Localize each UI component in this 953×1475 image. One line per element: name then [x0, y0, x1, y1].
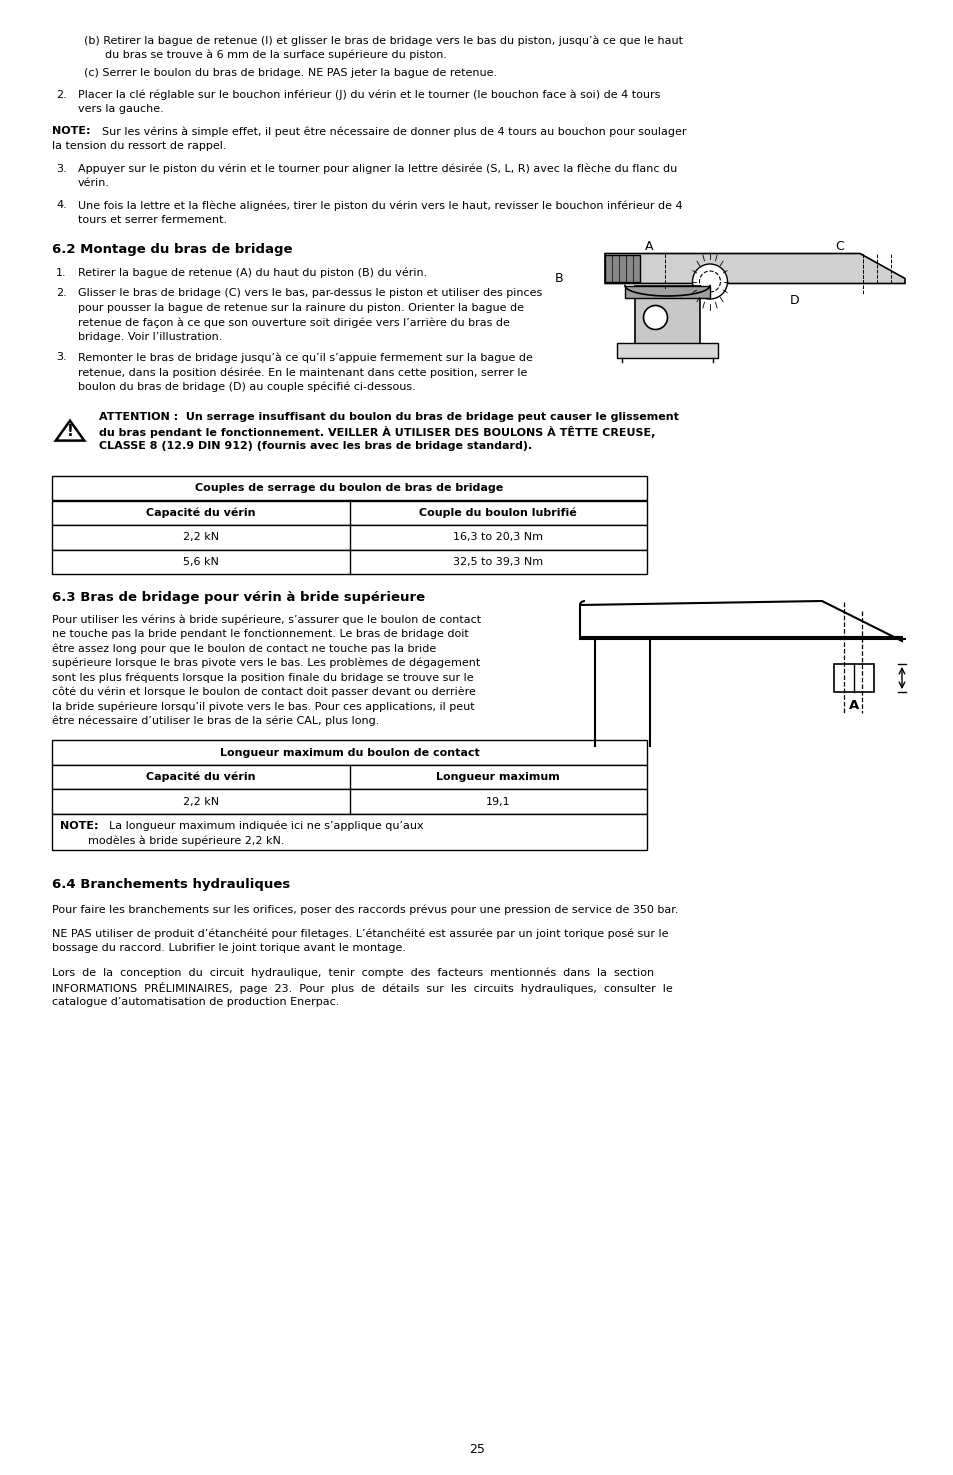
Text: retenue de façon à ce que son ouverture soit dirigée vers l’arrière du bras de: retenue de façon à ce que son ouverture … — [78, 317, 509, 327]
Bar — [52, 740, 646, 766]
Text: NE PAS utiliser de produit d’étanchéité pour filetages. L’étanchéité est assurée: NE PAS utiliser de produit d’étanchéité … — [52, 929, 668, 940]
Bar — [52, 550, 646, 574]
Text: 5,6 kN: 5,6 kN — [183, 556, 218, 566]
Text: Placer la clé réglable sur le bouchon inférieur (J) du vérin et le tourner (le b: Placer la clé réglable sur le bouchon in… — [78, 90, 659, 100]
Polygon shape — [55, 420, 84, 441]
Text: 2.: 2. — [56, 90, 67, 99]
Bar — [52, 766, 646, 789]
Text: modèles à bride supérieure 2,2 kN.: modèles à bride supérieure 2,2 kN. — [88, 835, 284, 847]
Text: Longueur maximum du boulon de contact: Longueur maximum du boulon de contact — [219, 748, 478, 758]
Text: pour pousser la bague de retenue sur la rainure du piston. Orienter la bague de: pour pousser la bague de retenue sur la … — [78, 302, 523, 313]
Polygon shape — [604, 254, 904, 283]
Polygon shape — [579, 600, 901, 642]
Text: vers la gauche.: vers la gauche. — [78, 105, 164, 114]
Bar — [52, 814, 646, 850]
Text: NOTE:: NOTE: — [52, 127, 91, 137]
Bar — [52, 500, 646, 525]
Text: la bride supérieure lorsqu’il pivote vers le bas. Pour ces applications, il peut: la bride supérieure lorsqu’il pivote ver… — [52, 702, 475, 712]
Text: du bras se trouve à 6 mm de la surface supérieure du piston.: du bras se trouve à 6 mm de la surface s… — [105, 50, 447, 60]
Text: bridage. Voir l’illustration.: bridage. Voir l’illustration. — [78, 332, 222, 342]
Text: la tension du ressort de rappel.: la tension du ressort de rappel. — [52, 142, 226, 150]
Text: retenue, dans la position désirée. En le maintenant dans cette position, serrer : retenue, dans la position désirée. En le… — [78, 367, 527, 378]
Bar — [635, 286, 700, 344]
Text: 6.4 Branchements hydrauliques: 6.4 Branchements hydrauliques — [52, 878, 290, 891]
Text: Couples de serrage du boulon de bras de bridage: Couples de serrage du boulon de bras de … — [195, 484, 503, 493]
Circle shape — [692, 264, 727, 299]
Text: D: D — [789, 294, 799, 307]
Text: être nécessaire d’utiliser le bras de la série CAL, plus long.: être nécessaire d’utiliser le bras de la… — [52, 715, 379, 727]
Text: La longueur maximum indiquée ici ne s’applique qu’aux: La longueur maximum indiquée ici ne s’ap… — [109, 822, 423, 832]
Text: Longueur maximum: Longueur maximum — [436, 773, 559, 782]
Text: boulon du bras de bridage (D) au couple spécifié ci-dessous.: boulon du bras de bridage (D) au couple … — [78, 382, 416, 392]
Text: 2.: 2. — [56, 289, 67, 298]
Text: (b) Retirer la bague de retenue (l) et glisser le bras de bridage vers le bas du: (b) Retirer la bague de retenue (l) et g… — [84, 35, 682, 46]
Text: vérin.: vérin. — [78, 178, 110, 187]
Text: Lors  de  la  conception  du  circuit  hydraulique,  tenir  compte  des  facteur: Lors de la conception du circuit hydraul… — [52, 968, 654, 978]
Text: 1.: 1. — [56, 268, 67, 277]
Text: CLASSE 8 (12.9 DIN 912) (fournis avec les bras de bridage standard).: CLASSE 8 (12.9 DIN 912) (fournis avec le… — [99, 441, 532, 451]
Text: bossage du raccord. Lubrifier le joint torique avant le montage.: bossage du raccord. Lubrifier le joint t… — [52, 944, 406, 953]
Text: Capacité du vérin: Capacité du vérin — [146, 507, 255, 518]
Text: supérieure lorsque le bras pivote vers le bas. Les problèmes de dégagement: supérieure lorsque le bras pivote vers l… — [52, 658, 479, 668]
Text: (c) Serrer le boulon du bras de bridage. NE PAS jeter la bague de retenue.: (c) Serrer le boulon du bras de bridage.… — [84, 68, 497, 78]
Text: côté du vérin et lorsque le boulon de contact doit passer devant ou derrière: côté du vérin et lorsque le boulon de co… — [52, 687, 476, 698]
Text: ATTENTION :  Un serrage insuffisant du boulon du bras de bridage peut causer le : ATTENTION : Un serrage insuffisant du bo… — [99, 412, 679, 422]
Text: 3.: 3. — [56, 164, 67, 174]
Text: 25: 25 — [469, 1443, 484, 1456]
Circle shape — [643, 305, 667, 329]
Text: Couple du boulon lubrifié: Couple du boulon lubrifié — [419, 507, 577, 518]
Text: catalogue d’automatisation de production Enerpac.: catalogue d’automatisation de production… — [52, 997, 339, 1007]
Bar — [833, 664, 873, 692]
Text: Sur les vérins à simple effet, il peut être nécessaire de donner plus de 4 tours: Sur les vérins à simple effet, il peut ê… — [102, 127, 686, 137]
Circle shape — [699, 271, 720, 292]
Bar — [52, 789, 646, 814]
Bar — [52, 525, 646, 550]
Text: A: A — [848, 699, 859, 712]
Text: 32,5 to 39,3 Nm: 32,5 to 39,3 Nm — [453, 556, 543, 566]
Bar — [617, 344, 718, 357]
Text: 16,3 to 20,3 Nm: 16,3 to 20,3 Nm — [453, 532, 542, 543]
Text: tours et serrer fermement.: tours et serrer fermement. — [78, 215, 227, 226]
Text: 2,2 kN: 2,2 kN — [182, 532, 218, 543]
Text: 6.3 Bras de bridage pour vérin à bride supérieure: 6.3 Bras de bridage pour vérin à bride s… — [52, 591, 425, 603]
Text: être assez long pour que le boulon de contact ne touche pas la bride: être assez long pour que le boulon de co… — [52, 643, 436, 653]
Text: Remonter le bras de bridage jusqu’à ce qu’il s’appuie fermement sur la bague de: Remonter le bras de bridage jusqu’à ce q… — [78, 353, 533, 363]
Text: 4.: 4. — [56, 201, 67, 211]
Text: 6.2 Montage du bras de bridage: 6.2 Montage du bras de bridage — [52, 243, 293, 257]
Text: C: C — [834, 240, 842, 254]
Text: du bras pendant le fonctionnement. VEILLER À UTILISER DES BOULONS À TÊTTE CREUSE: du bras pendant le fonctionnement. VEILL… — [99, 426, 655, 438]
Text: Une fois la lettre et la flèche alignées, tirer le piston du vérin vers le haut,: Une fois la lettre et la flèche alignées… — [78, 201, 682, 211]
Text: A: A — [644, 240, 653, 254]
Text: INFORMATIONS  PRÉLIMINAIRES,  page  23.  Pour  plus  de  détails  sur  les  circ: INFORMATIONS PRÉLIMINAIRES, page 23. Pou… — [52, 982, 672, 994]
Text: B: B — [555, 271, 563, 285]
Text: Pour faire les branchements sur les orifices, poser des raccords prévus pour une: Pour faire les branchements sur les orif… — [52, 904, 678, 914]
Bar — [624, 286, 709, 298]
Text: Capacité du vérin: Capacité du vérin — [146, 771, 255, 783]
Text: 19,1: 19,1 — [485, 796, 510, 807]
Bar — [604, 255, 639, 282]
Text: 2,2 kN: 2,2 kN — [182, 796, 218, 807]
Text: Appuyer sur le piston du vérin et le tourner pour aligner la lettre désirée (S, : Appuyer sur le piston du vérin et le tou… — [78, 164, 677, 174]
Text: NOTE:: NOTE: — [60, 822, 98, 830]
Bar — [52, 476, 646, 500]
Text: sont les plus fréquents lorsque la position finale du bridage se trouve sur le: sont les plus fréquents lorsque la posit… — [52, 673, 473, 683]
Text: Glisser le bras de bridage (C) vers le bas, par-dessus le piston et utiliser des: Glisser le bras de bridage (C) vers le b… — [78, 289, 541, 298]
Text: 3.: 3. — [56, 353, 67, 363]
Text: ne touche pas la bride pendant le fonctionnement. Le bras de bridage doit: ne touche pas la bride pendant le foncti… — [52, 628, 468, 639]
Text: !: ! — [67, 425, 73, 440]
Text: Pour utiliser les vérins à bride supérieure, s’assurer que le boulon de contact: Pour utiliser les vérins à bride supérie… — [52, 615, 480, 625]
Text: Retirer la bague de retenue (A) du haut du piston (B) du vérin.: Retirer la bague de retenue (A) du haut … — [78, 268, 427, 279]
